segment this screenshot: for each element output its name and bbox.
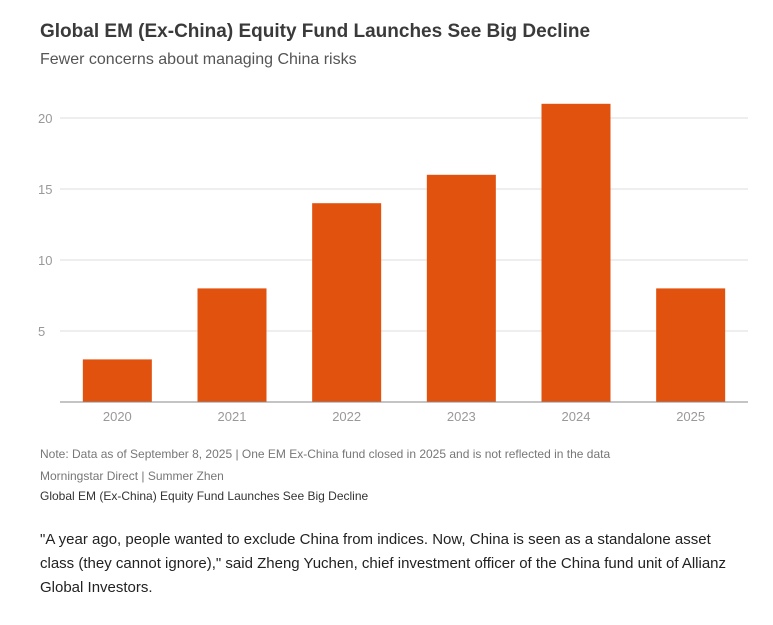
x-tick-label: 2020 — [103, 409, 132, 424]
y-tick-label: 15 — [38, 182, 52, 197]
x-tick-label: 2024 — [562, 409, 591, 424]
bar-2021 — [197, 288, 267, 402]
bar-2025 — [656, 288, 726, 402]
chart-source: Morningstar Direct | Summer Zhen — [40, 469, 224, 483]
chart-title: Global EM (Ex-China) Equity Fund Launche… — [40, 21, 591, 42]
chart-subtitle: Fewer concerns about managing China risk… — [40, 51, 357, 68]
y-tick-label: 10 — [38, 253, 52, 268]
bar-2020 — [82, 359, 152, 402]
y-tick-label: 5 — [38, 324, 45, 339]
x-tick-label: 2025 — [676, 409, 705, 424]
bar-2024 — [541, 103, 611, 403]
x-tick-label: 2021 — [218, 409, 247, 424]
chart-note: Note: Data as of September 8, 2025 | One… — [40, 447, 611, 461]
bar-2022 — [312, 203, 382, 402]
bar-2023 — [426, 174, 496, 402]
x-tick-label: 2022 — [332, 409, 361, 424]
bars — [82, 103, 726, 403]
y-tick-label: 20 — [38, 111, 52, 126]
article-quote: "A year ago, people wanted to exclude Ch… — [40, 531, 727, 596]
x-tick-label: 2023 — [447, 409, 476, 424]
chart-caption: Global EM (Ex-China) Equity Fund Launche… — [40, 489, 369, 503]
grid-lines — [60, 117, 748, 332]
